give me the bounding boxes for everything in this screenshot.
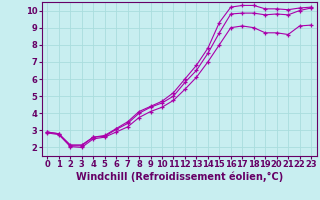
X-axis label: Windchill (Refroidissement éolien,°C): Windchill (Refroidissement éolien,°C) (76, 172, 283, 182)
